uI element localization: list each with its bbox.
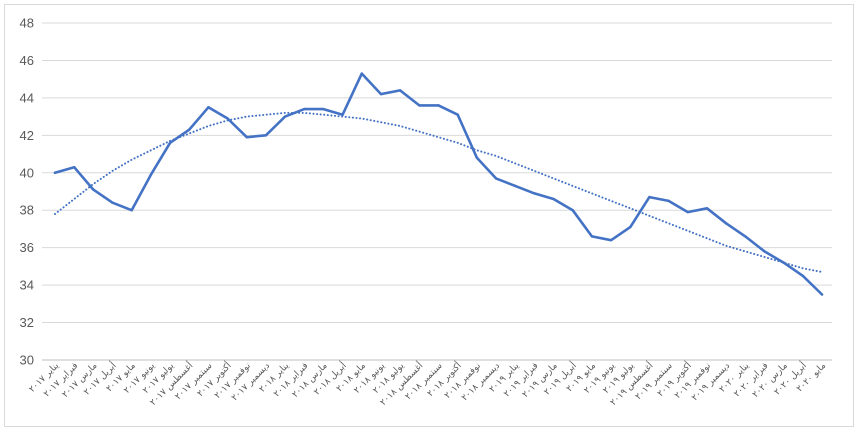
data-point (207, 106, 210, 109)
y-tick-label: 34 (20, 278, 34, 293)
y-tick-label: 40 (20, 165, 34, 180)
data-point (303, 107, 306, 111)
data-point (130, 209, 133, 212)
data-point (820, 293, 824, 296)
data-point (188, 128, 191, 131)
data-point (514, 184, 517, 188)
data-point (226, 117, 229, 120)
y-tick-label: 48 (20, 16, 34, 31)
y-tick-label: 30 (20, 353, 34, 368)
data-point (609, 238, 613, 242)
y-tick-label: 44 (20, 90, 34, 105)
data-point (92, 188, 95, 191)
data-point (53, 171, 57, 174)
data-point (322, 107, 325, 111)
y-tick-label: 42 (20, 128, 34, 143)
data-point (72, 165, 76, 169)
data-point (341, 113, 344, 116)
data-point (245, 136, 248, 139)
data-point (475, 156, 479, 159)
series-line (53, 72, 824, 296)
y-tick-label: 38 (20, 203, 34, 218)
data-point (667, 199, 670, 203)
data-point (552, 197, 555, 201)
data-point (629, 225, 632, 229)
data-point (744, 235, 747, 238)
data-point (418, 104, 421, 107)
data-point (648, 195, 651, 199)
y-tick-label: 36 (20, 240, 34, 255)
data-point (111, 201, 114, 204)
chart-frame (4, 4, 854, 427)
data-point (456, 113, 459, 116)
data-point (801, 274, 805, 277)
data-point (494, 177, 498, 180)
data-point (379, 92, 383, 96)
data-point (686, 210, 689, 214)
data-point (360, 72, 363, 75)
data-point (724, 222, 728, 225)
data-point (264, 134, 268, 137)
data-point (283, 115, 287, 118)
data-point (590, 235, 594, 238)
data-point (149, 173, 153, 176)
data-point (437, 104, 440, 107)
data-point (571, 209, 574, 212)
trend-line (54, 111, 823, 273)
data-point (398, 89, 402, 92)
data-point (168, 141, 172, 145)
data-point (782, 261, 785, 264)
data-point (533, 192, 536, 195)
data-point (763, 250, 766, 253)
y-tick-label: 32 (20, 315, 34, 330)
y-tick-label: 46 (20, 53, 34, 68)
data-point (705, 207, 709, 210)
